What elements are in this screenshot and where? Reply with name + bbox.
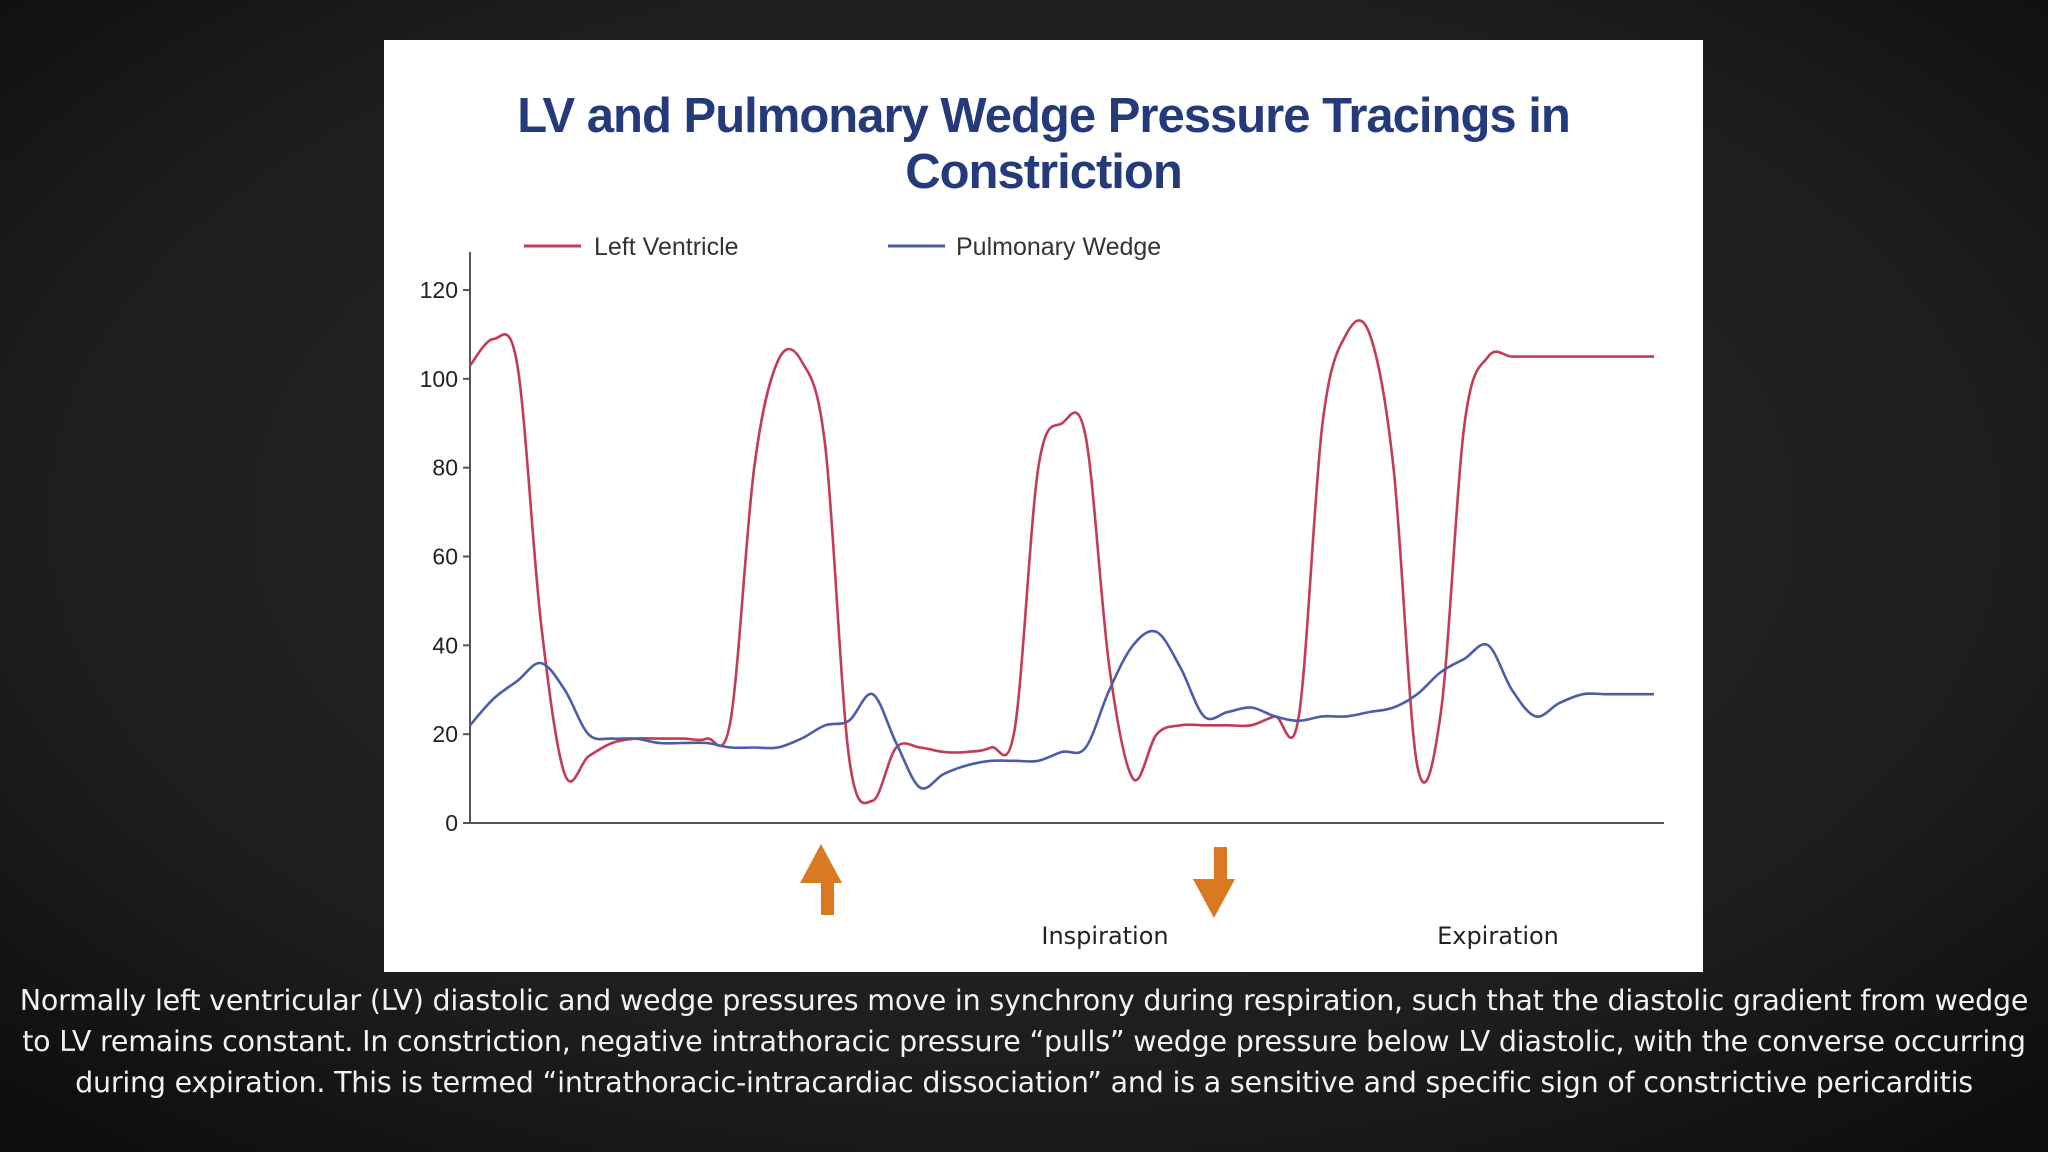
chart-title: LV and Pulmonary Wedge Pressure Tracings… (517, 89, 1571, 199)
legend-label: Left Ventricle (594, 233, 739, 261)
y-tick-label: 0 (445, 810, 458, 836)
y-tick-label: 40 (432, 632, 458, 658)
chart-figure-panel: 0 20 40 60 80 100 120 Left Ventricle Pulmonary … (384, 40, 1703, 972)
inspiration-label: Inspiration (1041, 922, 1169, 950)
y-tick-label: 100 (420, 366, 458, 392)
expiration-label: Expiration (1437, 922, 1559, 950)
series-line-left-ventricle (468, 319, 1654, 805)
y-tick-label: 80 (432, 455, 458, 481)
expiration-arrow-icon (1193, 847, 1235, 918)
slide-caption: Normally left ventricular (LV) diastolic… (19, 984, 2029, 1099)
y-tick-label: 60 (432, 544, 458, 570)
chart-plot: 0 20 40 60 80 100 120 Left Ventricle Pulmonary … (420, 233, 1664, 918)
y-tick-label: 20 (432, 721, 458, 747)
legend-label: Pulmonary Wedge (956, 233, 1161, 261)
y-tick-label: 120 (420, 277, 458, 303)
series-line-pulmonary-wedge (469, 629, 1654, 790)
inspiration-arrow-icon (800, 844, 842, 915)
